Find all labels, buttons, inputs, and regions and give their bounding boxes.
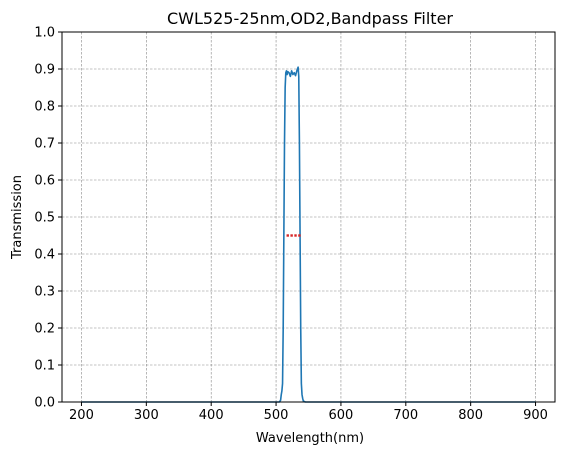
annotation-point xyxy=(286,234,289,237)
annotation-point xyxy=(294,234,297,237)
y-tick-label: 0.4 xyxy=(34,248,55,263)
y-axis-label: Transmission xyxy=(10,175,25,260)
x-tick-label: 800 xyxy=(458,408,483,423)
x-axis-label: Wavelength(nm) xyxy=(256,431,364,446)
y-tick-label: 0.2 xyxy=(34,322,55,337)
chart-title: CWL525-25nm,OD2,Bandpass Filter xyxy=(167,9,453,28)
y-tick-label: 0.7 xyxy=(34,137,55,152)
x-axis: 200 300 400 500 600 700 800 900 xyxy=(69,402,548,423)
y-tick-label: 0.1 xyxy=(34,359,55,374)
x-tick-label: 900 xyxy=(523,408,548,423)
series-layer xyxy=(81,66,536,403)
y-tick-label: 0.9 xyxy=(34,63,55,78)
grid xyxy=(62,31,555,403)
annotation-point xyxy=(298,234,301,237)
y-axis: 0.0 0.1 0.2 0.3 0.4 0.5 0.6 0.7 0.8 0.9 1.0 xyxy=(34,26,62,411)
y-tick-label: 0.5 xyxy=(34,211,55,226)
x-tick-label: 200 xyxy=(69,408,94,423)
y-tick-label: 0.0 xyxy=(34,396,55,411)
annotation-markers xyxy=(286,234,301,237)
x-tick-label: 400 xyxy=(199,408,224,423)
y-tick-label: 1.0 xyxy=(34,26,55,41)
x-tick-label: 500 xyxy=(264,408,289,423)
annotation-point xyxy=(290,234,293,237)
x-tick-label: 300 xyxy=(134,408,159,423)
y-tick-label: 0.6 xyxy=(34,174,55,189)
y-tick-label: 0.3 xyxy=(34,285,55,300)
x-tick-label: 700 xyxy=(393,408,418,423)
series-line xyxy=(81,66,536,403)
y-tick-label: 0.8 xyxy=(34,100,55,115)
x-tick-label: 600 xyxy=(329,408,354,423)
